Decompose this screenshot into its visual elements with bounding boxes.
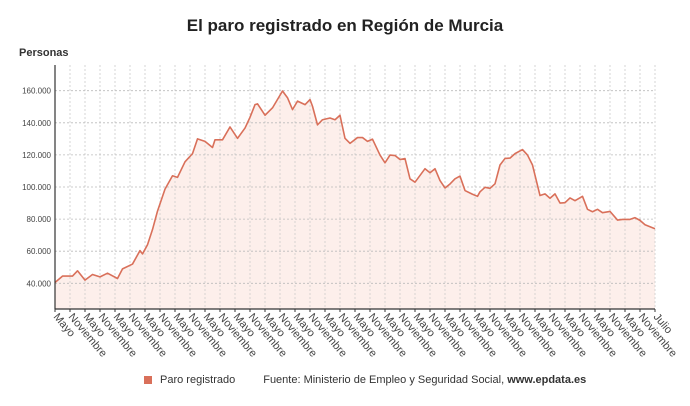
source-site: www.epdata.es (507, 374, 587, 386)
y-tick-label: 120.000 (22, 151, 51, 160)
y-tick-label: 100.000 (22, 183, 51, 192)
y-tick-label: 80.000 (27, 215, 52, 224)
legend: Paro registrado Fuente: Ministerio de Em… (144, 374, 586, 386)
legend-swatch (144, 376, 152, 384)
y-tick-label: 60.000 (27, 247, 52, 256)
source-text: Fuente: Ministerio de Empleo y Seguridad… (263, 374, 508, 386)
y-tick-label: 40.000 (27, 279, 52, 288)
source-note: Fuente: Ministerio de Empleo y Seguridad… (263, 374, 586, 386)
y-tick-label: 140.000 (22, 119, 51, 128)
y-tick-label: 160.000 (22, 87, 51, 96)
chart-title: El paro registrado en Región de Murcia (186, 16, 504, 35)
series-line (54, 90, 656, 284)
area-fill (55, 91, 655, 309)
y-axis-label: Personas (19, 47, 69, 59)
legend-label: Paro registrado (160, 374, 236, 386)
